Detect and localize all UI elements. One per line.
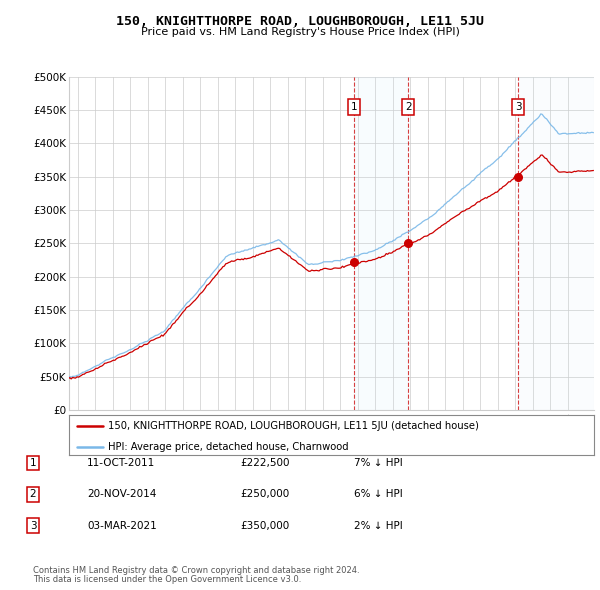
Text: 20-NOV-2014: 20-NOV-2014 [87, 490, 157, 499]
Bar [354, 77, 408, 410]
Text: 2: 2 [405, 101, 412, 112]
Text: 03-MAR-2021: 03-MAR-2021 [87, 521, 157, 530]
Text: 3: 3 [29, 521, 37, 530]
Text: 7% ↓ HPI: 7% ↓ HPI [354, 458, 403, 468]
Text: £350,000: £350,000 [240, 521, 289, 530]
Text: 11-OCT-2011: 11-OCT-2011 [87, 458, 155, 468]
Text: 150, KNIGHTTHORPE ROAD, LOUGHBOROUGH, LE11 5JU (detached house): 150, KNIGHTTHORPE ROAD, LOUGHBOROUGH, LE… [109, 421, 479, 431]
Text: 6% ↓ HPI: 6% ↓ HPI [354, 490, 403, 499]
Text: £250,000: £250,000 [240, 490, 289, 499]
Text: 2: 2 [29, 490, 37, 499]
Text: This data is licensed under the Open Government Licence v3.0.: This data is licensed under the Open Gov… [33, 575, 301, 584]
Text: Price paid vs. HM Land Registry's House Price Index (HPI): Price paid vs. HM Land Registry's House … [140, 27, 460, 37]
Text: 2% ↓ HPI: 2% ↓ HPI [354, 521, 403, 530]
Text: Contains HM Land Registry data © Crown copyright and database right 2024.: Contains HM Land Registry data © Crown c… [33, 566, 359, 575]
Bar [518, 77, 594, 410]
Text: £222,500: £222,500 [240, 458, 290, 468]
Text: 1: 1 [29, 458, 37, 468]
Text: 150, KNIGHTTHORPE ROAD, LOUGHBOROUGH, LE11 5JU: 150, KNIGHTTHORPE ROAD, LOUGHBOROUGH, LE… [116, 15, 484, 28]
Text: 1: 1 [350, 101, 357, 112]
Text: 3: 3 [515, 101, 521, 112]
Text: HPI: Average price, detached house, Charnwood: HPI: Average price, detached house, Char… [109, 442, 349, 452]
